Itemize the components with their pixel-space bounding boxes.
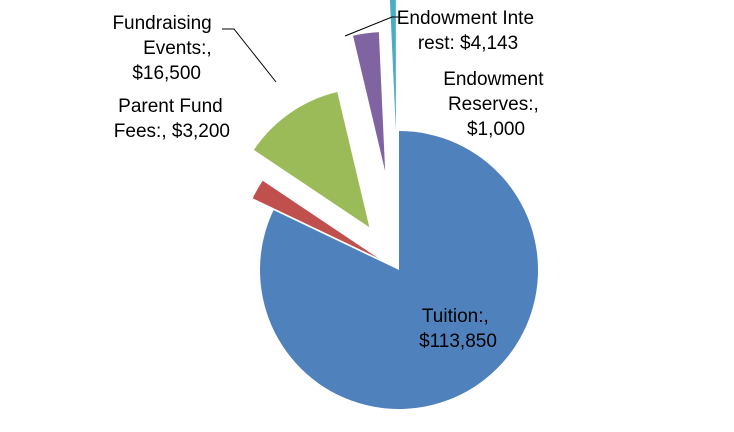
slice-label-line: Endowment xyxy=(443,69,544,90)
slice-label-line: Endowment Inte xyxy=(397,8,534,29)
slice-label-parent-fund-fees: Parent Fund Fees:, $3,200 xyxy=(114,96,230,142)
slice-label-tuition: Tuition:, $113,850 xyxy=(419,306,497,352)
pie-slice-endowment-interest xyxy=(353,32,386,171)
pie-slice-endowment-reserves xyxy=(389,0,396,131)
pie-slice-parent-fund-fees xyxy=(252,180,379,259)
slice-label-endowment-interest: Endowment Inte rest: $4,143 xyxy=(397,8,540,54)
slice-label-line: $1,000 xyxy=(467,119,525,140)
leader-line-fundraising xyxy=(222,28,277,83)
leader-line-endowment-interest xyxy=(344,16,404,37)
slice-label-line: rest: $4,143 xyxy=(418,33,518,54)
pie-slice-tuition xyxy=(259,131,538,409)
slice-label-fundraising-events: Fundraising Events:, $16,500 xyxy=(112,13,217,84)
slice-label-line: Reserves:, xyxy=(448,94,539,115)
slice-label-line: Events:, xyxy=(143,38,212,59)
pie-slices xyxy=(252,0,538,409)
slice-label-endowment-reserves: Endowment Reserves:, $1,000 xyxy=(443,69,549,140)
slice-label-line: Fundraising xyxy=(112,13,211,34)
slice-label-line: Tuition:, xyxy=(422,306,489,327)
slice-label-line: $113,850 xyxy=(419,331,497,352)
slice-label-line: Fees:, $3,200 xyxy=(114,121,230,142)
leader-lines xyxy=(222,16,404,83)
slice-label-line: Parent Fund xyxy=(118,96,223,117)
pie-slice-fundraising-events xyxy=(253,92,370,228)
slice-label-line: $16,500 xyxy=(132,63,201,84)
